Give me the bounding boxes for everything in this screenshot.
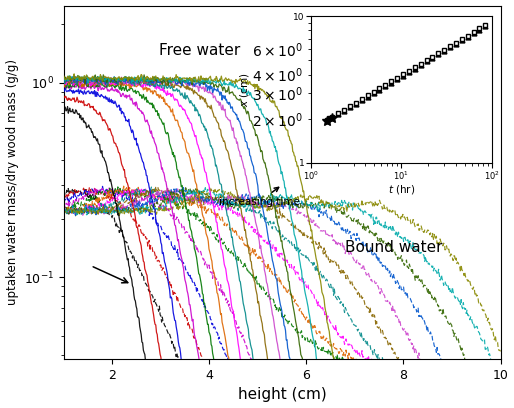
Y-axis label: uptaken water mass/dry wood mass (g/g): uptaken water mass/dry wood mass (g/g) [6, 59, 19, 305]
Text: increasing time: increasing time [219, 187, 300, 207]
Text: Free water: Free water [159, 42, 241, 58]
X-axis label: height (cm): height (cm) [238, 388, 326, 402]
Text: Bound water: Bound water [345, 240, 443, 255]
